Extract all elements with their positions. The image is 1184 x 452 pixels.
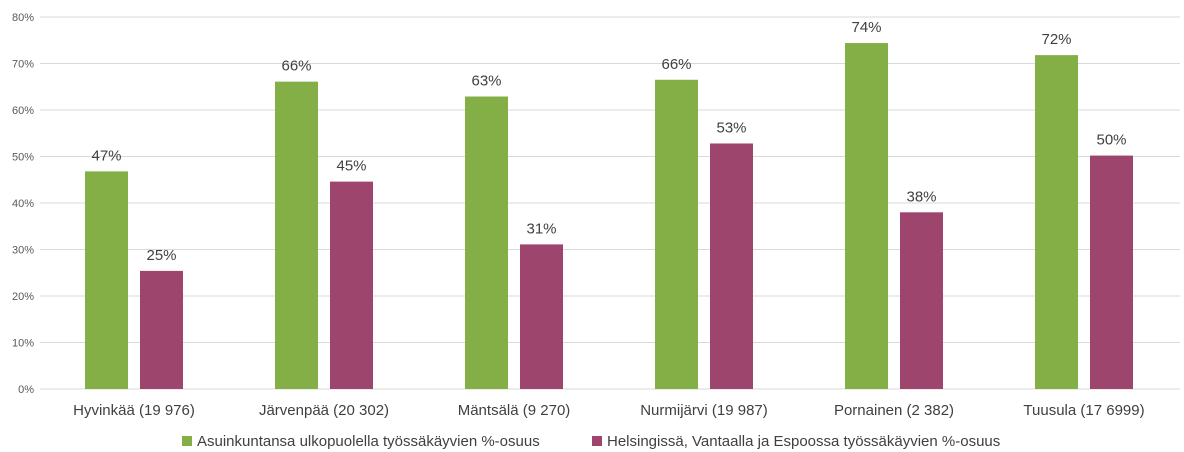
bar-helsinki-vantaa-espoo xyxy=(520,244,563,389)
data-label: 50% xyxy=(1096,132,1126,149)
bar-outside-home-municipality xyxy=(1035,55,1078,389)
data-label: 63% xyxy=(471,73,501,90)
data-label: 45% xyxy=(336,158,366,175)
data-label: 74% xyxy=(851,19,881,36)
x-category-label: Nurmijärvi (19 987) xyxy=(640,402,768,419)
data-label: 72% xyxy=(1041,31,1071,48)
legend: Asuinkuntansa ulkopuolella työssäkäyvien… xyxy=(182,433,1000,450)
legend-label: Asuinkuntansa ulkopuolella työssäkäyvien… xyxy=(197,433,540,450)
data-label: 38% xyxy=(906,188,936,205)
bar-outside-home-municipality xyxy=(275,81,318,389)
x-category-label: Tuusula (17 6999) xyxy=(1023,402,1144,419)
bar-outside-home-municipality xyxy=(655,79,698,390)
bar-helsinki-vantaa-espoo xyxy=(140,270,183,389)
bar-outside-home-municipality xyxy=(465,96,508,389)
bars xyxy=(85,43,1133,390)
bar-helsinki-vantaa-espoo xyxy=(900,212,943,389)
y-tick-label: 40% xyxy=(12,198,34,210)
data-label: 25% xyxy=(146,247,176,264)
y-tick-label: 20% xyxy=(12,291,34,303)
bar-helsinki-vantaa-espoo xyxy=(1090,155,1133,389)
legend-swatch xyxy=(182,436,192,446)
legend-label: Helsingissä, Vantaalla ja Espoossa työss… xyxy=(607,433,1000,450)
y-tick-label: 50% xyxy=(12,152,34,164)
y-tick-label: 80% xyxy=(12,12,34,24)
data-label: 66% xyxy=(281,58,311,75)
y-tick-label: 0% xyxy=(18,384,34,396)
y-tick-label: 70% xyxy=(12,59,34,71)
data-label: 31% xyxy=(526,220,556,237)
x-axis-labels: Hyvinkää (19 976) Järvenpää (20 302) Mänts… xyxy=(73,402,1144,419)
y-tick-label: 10% xyxy=(12,338,34,350)
bar-outside-home-municipality xyxy=(85,171,128,389)
y-axis-ticks: 0% 10% 20% 30% 40% 50% 60% 70% 80% xyxy=(12,12,34,396)
legend-swatch xyxy=(592,436,602,446)
y-tick-label: 30% xyxy=(12,245,34,257)
data-label: 66% xyxy=(661,56,691,73)
bar-helsinki-vantaa-espoo xyxy=(710,143,753,389)
gridlines xyxy=(40,16,1180,390)
x-category-label: Pornainen (2 382) xyxy=(834,402,954,419)
x-category-label: Mäntsälä (9 270) xyxy=(458,402,571,419)
x-category-label: Hyvinkää (19 976) xyxy=(73,402,195,419)
data-labels: 47% 25% 66% 45% 63% 31% 66% 53% 74% 38% 72% 50% xyxy=(91,19,1126,264)
y-tick-label: 60% xyxy=(12,105,34,117)
bar-outside-home-municipality xyxy=(845,43,888,389)
data-label: 53% xyxy=(716,119,746,136)
bar-helsinki-vantaa-espoo xyxy=(330,181,373,389)
data-label: 47% xyxy=(91,147,121,164)
x-category-label: Järvenpää (20 302) xyxy=(259,402,389,419)
